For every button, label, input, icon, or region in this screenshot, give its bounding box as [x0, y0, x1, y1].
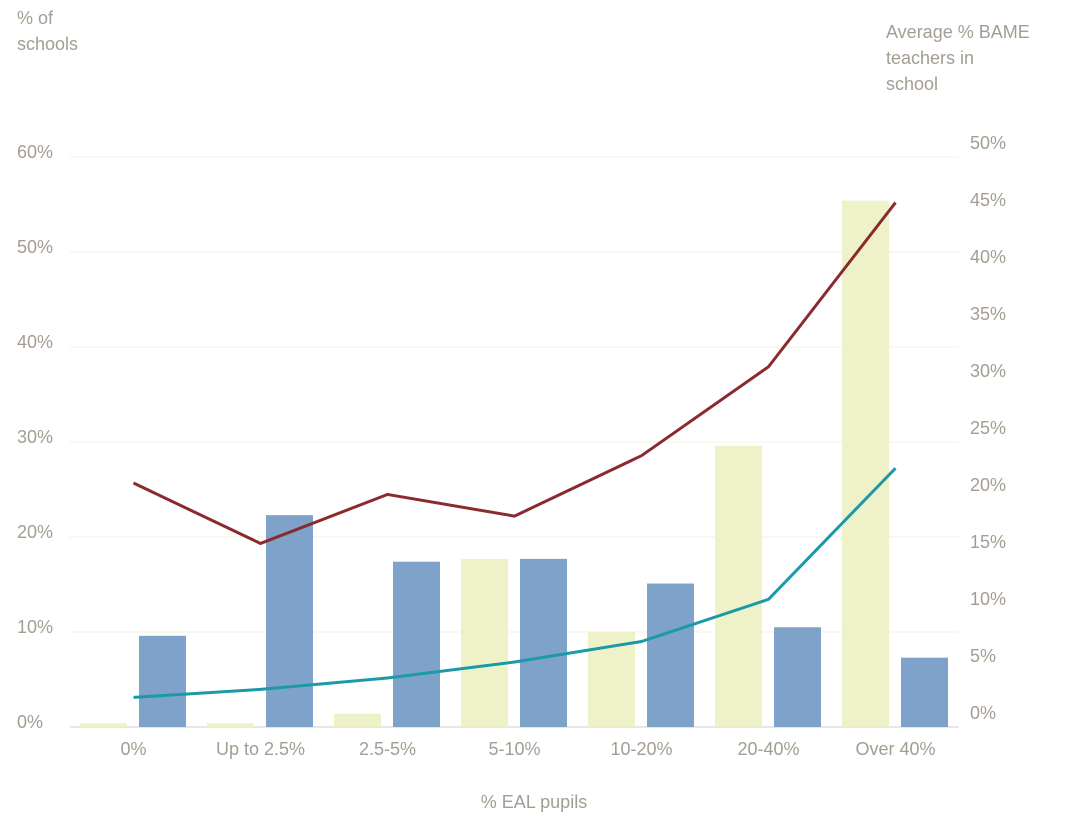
y2-axis-label: Average % BAME teachers in school — [886, 19, 1030, 97]
y-tick-label: 50% — [17, 237, 53, 257]
line — [132, 201, 897, 545]
x-tick-label: 20-40% — [737, 739, 799, 759]
y-tick-label: 20% — [17, 522, 53, 542]
x-tick-label: 0% — [120, 739, 146, 759]
x-axis-label: % EAL pupils — [481, 792, 587, 812]
bar — [80, 723, 127, 727]
bar — [334, 713, 381, 727]
bar — [842, 200, 889, 727]
x-tick-label: Over 40% — [855, 739, 935, 759]
y2-tick-label: 45% — [970, 190, 1006, 210]
y-tick-label: 30% — [17, 427, 53, 447]
label-line: school — [886, 74, 939, 94]
y2-tick-label: 0% — [970, 703, 996, 723]
y2-tick-label: 40% — [970, 247, 1006, 267]
label-line: Average % BAME — [886, 22, 1030, 42]
bar — [266, 515, 313, 727]
bar — [774, 627, 821, 727]
x-tick-label: 5-10% — [488, 739, 540, 759]
bar — [461, 558, 508, 727]
y-tick-label: 40% — [17, 332, 53, 352]
x-tick-label: Up to 2.5% — [216, 739, 305, 759]
y-axis-label: % of schools — [17, 5, 78, 57]
y2-tick-label: 15% — [970, 532, 1006, 552]
y2-tick-label: 20% — [970, 475, 1006, 495]
y2-tick-label: 35% — [970, 304, 1006, 324]
x-tick-label: 2.5-5% — [359, 739, 416, 759]
bar — [139, 635, 186, 727]
label-line: teachers in — [886, 48, 975, 68]
bar — [901, 657, 948, 727]
bar — [393, 561, 440, 727]
label-line: % of — [17, 8, 54, 28]
bar — [647, 583, 694, 727]
y2-tick-label: 50% — [970, 133, 1006, 153]
y2-tick-label: 30% — [970, 361, 1006, 381]
x-tick-label: 10-20% — [610, 739, 672, 759]
label-line: schools — [17, 34, 79, 54]
y-tick-label: 60% — [17, 142, 53, 162]
bar — [520, 558, 567, 727]
y2-tick-label: 5% — [970, 646, 996, 666]
line — [133, 467, 897, 699]
bar — [207, 723, 254, 727]
y-tick-label: 10% — [17, 617, 53, 637]
y2-tick-label: 25% — [970, 418, 1006, 438]
y-tick-label: 0% — [17, 712, 43, 732]
bar — [715, 445, 762, 727]
y2-tick-label: 10% — [970, 589, 1006, 609]
